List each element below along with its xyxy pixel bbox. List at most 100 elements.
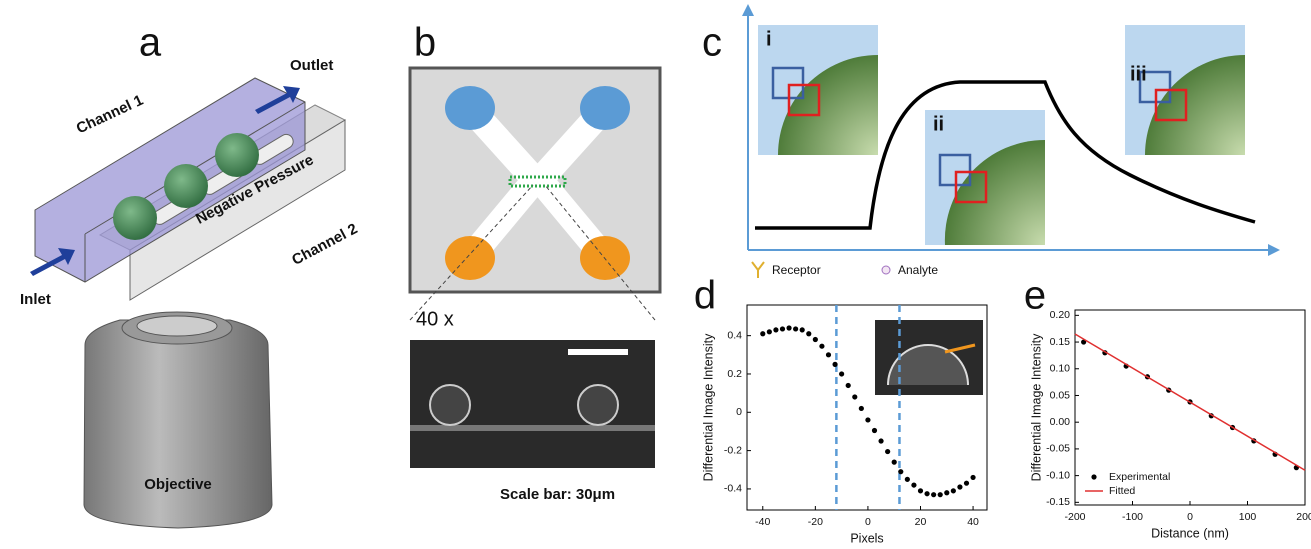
data-point	[813, 337, 818, 342]
data-point	[951, 488, 956, 493]
data-point	[957, 484, 962, 489]
y-tick-label: 0.00	[1050, 416, 1071, 428]
cell	[215, 133, 259, 177]
data-point	[806, 331, 811, 336]
x-tick-label: -40	[755, 516, 770, 528]
outlet-label: Outlet	[290, 57, 333, 74]
analyte-icon	[882, 266, 890, 274]
data-point	[786, 325, 791, 330]
magnification: 40 x	[416, 308, 454, 330]
y-tick-label: -0.05	[1046, 443, 1070, 455]
x-tick-label: 200	[1296, 511, 1311, 523]
data-point	[852, 394, 857, 399]
data-point	[892, 460, 897, 465]
data-point	[846, 383, 851, 388]
data-point	[832, 362, 837, 367]
receptor-icon	[752, 262, 764, 278]
data-point	[911, 482, 916, 487]
figure: a Outlet Inlet Channel 1 Negative Pressu…	[0, 0, 1311, 549]
reservoir	[580, 86, 630, 130]
y-tick-label: -0.15	[1046, 496, 1070, 508]
y-tick-label: 0.15	[1050, 336, 1071, 348]
channel2-label: Channel 2	[289, 220, 360, 269]
panel-label: a	[139, 21, 162, 65]
panel-c: c i ii iii Receptor Analyte	[702, 4, 1280, 278]
stage-label: i	[766, 28, 772, 50]
x-tick-label: -200	[1064, 511, 1085, 523]
stage-label: iii	[1130, 63, 1147, 85]
scale-bar	[568, 349, 628, 355]
x-tick-label: 20	[915, 516, 927, 528]
data-point	[898, 469, 903, 474]
data-point	[878, 438, 883, 443]
data-point	[970, 475, 975, 480]
data-point	[819, 344, 824, 349]
x-tick-label: -100	[1122, 511, 1143, 523]
data-point	[865, 417, 870, 422]
data-point	[931, 492, 936, 497]
reservoir	[445, 86, 495, 130]
panel-label: c	[702, 21, 722, 65]
lens	[137, 316, 217, 336]
data-point	[773, 327, 778, 332]
y-tick-label: 0.4	[727, 329, 742, 341]
stage-ii: ii	[925, 110, 1045, 245]
data-point	[839, 371, 844, 376]
data-point	[826, 352, 831, 357]
cell-image	[578, 385, 618, 425]
x-tick-label: -20	[808, 516, 823, 528]
data-point	[944, 490, 949, 495]
data-point	[872, 428, 877, 433]
data-point	[767, 329, 772, 334]
legend-swatch	[1091, 474, 1096, 479]
objective-label: Objective	[144, 476, 212, 493]
cell	[164, 164, 208, 208]
data-point	[760, 331, 765, 336]
fit-line	[1075, 334, 1305, 470]
data-point	[859, 406, 864, 411]
channel-wall	[410, 425, 655, 431]
data-point	[780, 326, 785, 331]
data-point	[918, 488, 923, 493]
cell-image	[430, 385, 470, 425]
x-tick-label: 0	[1187, 511, 1193, 523]
panel-label: e	[1024, 274, 1046, 318]
legend-label: Fitted	[1109, 485, 1135, 497]
y-tick-label: -0.4	[724, 483, 742, 495]
x-axis-label: Distance (nm)	[1151, 526, 1229, 540]
stage-i: i	[758, 25, 878, 155]
data-point	[905, 477, 910, 482]
data-point	[885, 449, 890, 454]
panel-b: b 40 x Scale bar: 30μm	[410, 21, 660, 503]
y-tick-label: 0.05	[1050, 389, 1071, 401]
panel-a: a Outlet Inlet Channel 1 Negative Pressu…	[20, 21, 360, 528]
objective	[84, 320, 272, 528]
cell	[113, 196, 157, 240]
y-tick-label: -0.10	[1046, 469, 1070, 481]
inlet-label: Inlet	[20, 291, 51, 308]
x-tick-label: 100	[1239, 511, 1257, 523]
y-tick-label: 0	[736, 406, 742, 418]
y-tick-label: 0.20	[1050, 309, 1071, 321]
data-point	[964, 481, 969, 486]
y-axis-label: Differential Image Intensity	[701, 333, 715, 482]
y-axis-label: Differential Image Intensity	[1029, 333, 1043, 482]
data-point	[793, 326, 798, 331]
x-tick-label: 0	[865, 516, 871, 528]
stage-label: ii	[933, 113, 944, 135]
data-point	[800, 327, 805, 332]
y-tick-label: -0.2	[724, 444, 742, 456]
y-tick-label: 0.10	[1050, 363, 1071, 375]
receptor-label: Receptor	[772, 263, 821, 277]
stage-iii: iii	[1125, 25, 1245, 155]
x-axis-label: Pixels	[850, 531, 883, 545]
scale-label: Scale bar: 30μm	[500, 486, 615, 503]
analyte-label: Analyte	[898, 263, 938, 277]
data-point	[924, 491, 929, 496]
channel1-label: Channel 1	[74, 92, 146, 138]
data-point	[938, 492, 943, 497]
panel-label: d	[694, 274, 716, 318]
x-tick-label: 40	[967, 516, 979, 528]
legend-label: Experimental	[1109, 471, 1170, 483]
y-tick-label: 0.2	[727, 368, 742, 380]
